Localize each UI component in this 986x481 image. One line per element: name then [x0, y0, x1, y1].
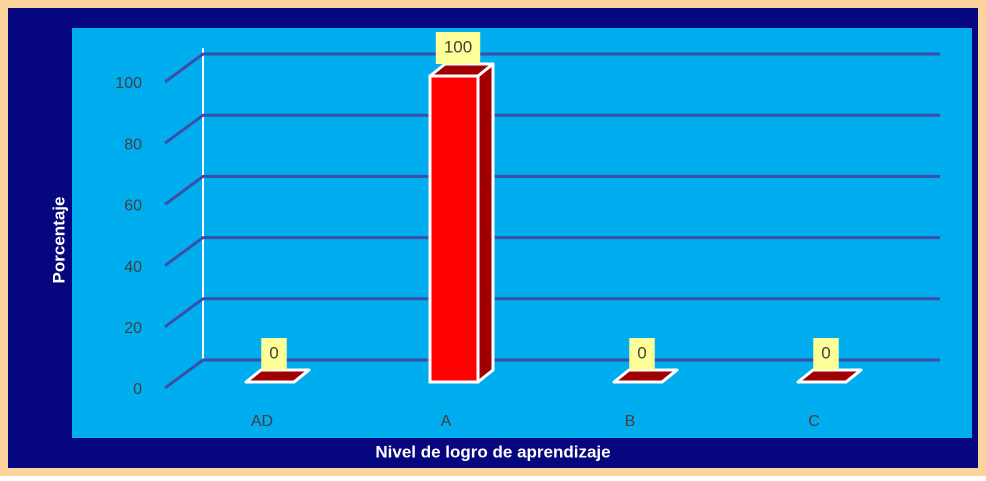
bar: [428, 74, 480, 384]
grid-line: [164, 358, 940, 390]
data-label: 100: [444, 37, 472, 56]
data-label: 0: [269, 343, 278, 362]
data-label-box: [813, 338, 839, 370]
y-tick-label: 80: [124, 136, 142, 153]
y-tick-label: 100: [115, 75, 142, 92]
x-tick-label: A: [441, 413, 452, 430]
y-tick-label: 60: [124, 198, 142, 215]
bar-side: [476, 62, 495, 384]
y-axis-title: Porcentaje: [49, 197, 68, 284]
x-tick-label: B: [625, 413, 636, 430]
data-label-box: [261, 338, 287, 370]
bar-side: [292, 368, 311, 384]
data-label: 0: [637, 343, 646, 362]
x-axis-title: Nivel de logro de aprendizaje: [375, 442, 610, 461]
data-label-box: [629, 338, 655, 370]
y-tick-label: 20: [124, 320, 142, 337]
data-label-box: [435, 32, 481, 64]
bar-side: [660, 368, 679, 384]
x-tick-label: AD: [251, 413, 273, 430]
bar-side: [844, 368, 863, 384]
data-label: 0: [821, 343, 830, 362]
grid-line: [164, 52, 940, 84]
grid-line: [164, 113, 940, 145]
grid-line: [164, 236, 940, 267]
grid-line: [164, 297, 940, 329]
y-tick-label: 0: [133, 381, 142, 398]
grid-line: [164, 174, 940, 206]
y-tick-label: 40: [124, 259, 142, 276]
x-tick-label: C: [808, 413, 820, 430]
